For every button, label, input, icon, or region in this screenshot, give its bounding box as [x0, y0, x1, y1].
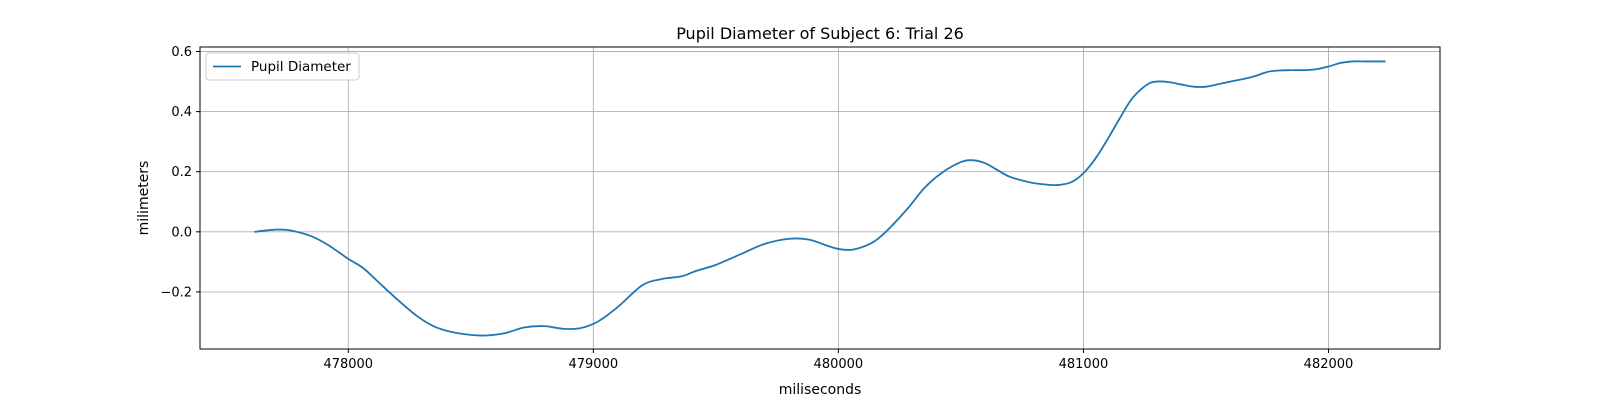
tick-layer: 478000 479000 480000 481000 482000 −0.2 0.0 0.2…	[160, 45, 1353, 372]
x-tick-label: 481000	[1059, 357, 1109, 372]
chart-title: Pupil Diameter of Subject 6: Trial 26	[676, 24, 964, 43]
x-axis-label: miliseconds	[779, 382, 862, 398]
y-tick-label: 0.2	[171, 165, 192, 180]
x-tick-label: 479000	[568, 357, 618, 372]
y-axis-label: milimeters	[136, 161, 152, 236]
series-line-pupil-diameter	[254, 60, 1386, 337]
legend-box	[205, 52, 360, 81]
legend-label: Pupil Diameter	[251, 59, 351, 75]
axes-frame	[199, 46, 1441, 350]
y-tick-label: 0.4	[171, 105, 192, 120]
x-tick-label: 478000	[323, 357, 373, 372]
y-tick-label: −0.2	[160, 285, 192, 300]
legend: Pupil Diameter	[205, 52, 360, 81]
y-tick-label: 0.0	[171, 225, 192, 240]
y-tick-label: 0.6	[171, 45, 192, 60]
x-tick-label: 480000	[814, 357, 864, 372]
grid	[200, 47, 1440, 349]
series-layer	[254, 60, 1386, 337]
plot-area	[200, 47, 1440, 349]
x-tick-label: 482000	[1304, 357, 1354, 372]
